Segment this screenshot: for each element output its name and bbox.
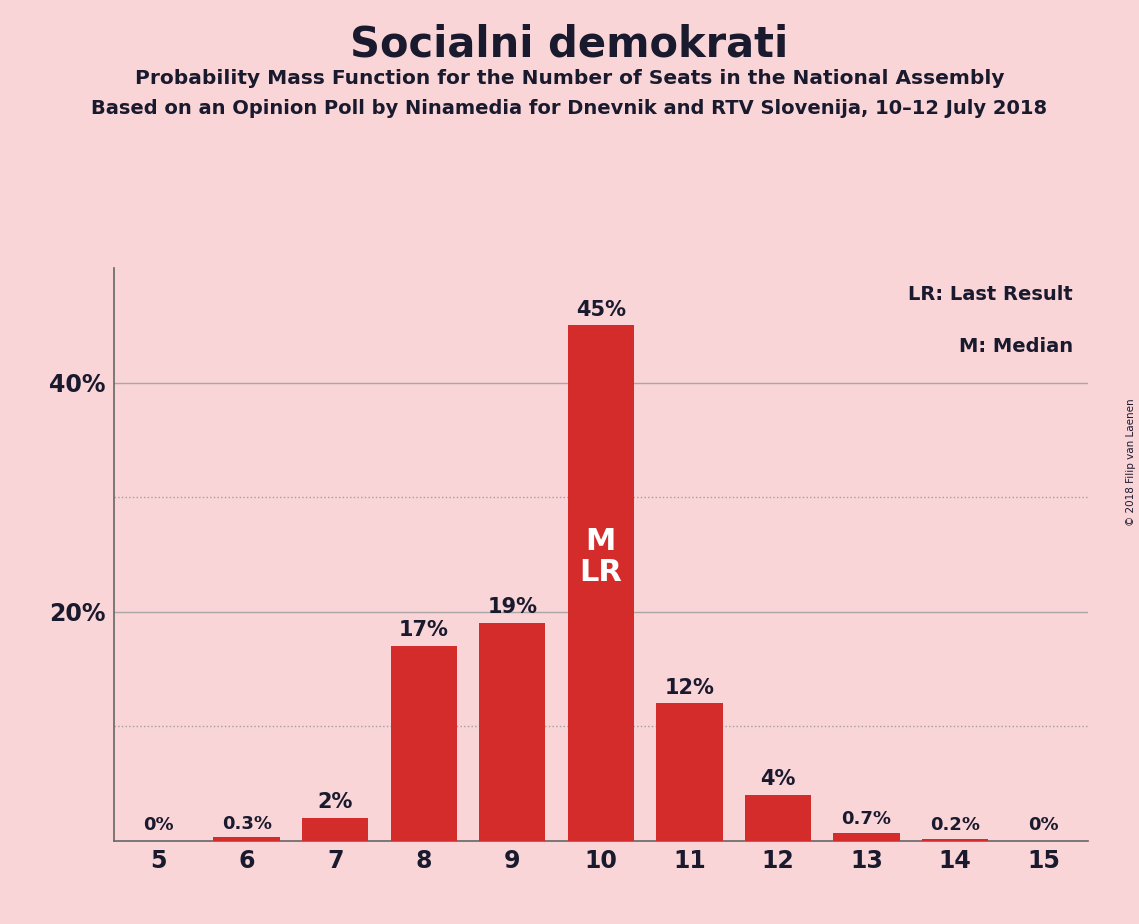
Text: 19%: 19% [487,598,538,617]
Text: 12%: 12% [664,677,714,698]
Text: M: Median: M: Median [959,336,1073,356]
Bar [391,646,457,841]
Bar [480,623,546,841]
Bar [834,833,900,841]
Text: 45%: 45% [576,299,625,320]
Bar [567,325,634,841]
Text: Probability Mass Function for the Number of Seats in the National Assembly: Probability Mass Function for the Number… [134,69,1005,89]
Text: 17%: 17% [399,620,449,640]
Text: 0%: 0% [1029,816,1059,834]
Text: Based on an Opinion Poll by Ninamedia for Dnevnik and RTV Slovenija, 10–12 July : Based on an Opinion Poll by Ninamedia fo… [91,99,1048,118]
Text: 0.2%: 0.2% [929,816,980,834]
Text: 4%: 4% [760,770,795,789]
Text: 0.3%: 0.3% [222,815,272,833]
Text: Socialni demokrati: Socialni demokrati [351,23,788,65]
Bar [213,837,280,841]
Text: 0.7%: 0.7% [842,810,892,828]
Bar [656,703,722,841]
Text: M
LR: M LR [580,527,622,588]
Text: 2%: 2% [318,792,353,812]
Text: 0%: 0% [142,816,173,834]
Text: © 2018 Filip van Laenen: © 2018 Filip van Laenen [1125,398,1136,526]
Text: LR: Last Result: LR: Last Result [909,286,1073,304]
Bar [921,839,989,841]
Bar [302,818,368,841]
Bar [745,795,811,841]
